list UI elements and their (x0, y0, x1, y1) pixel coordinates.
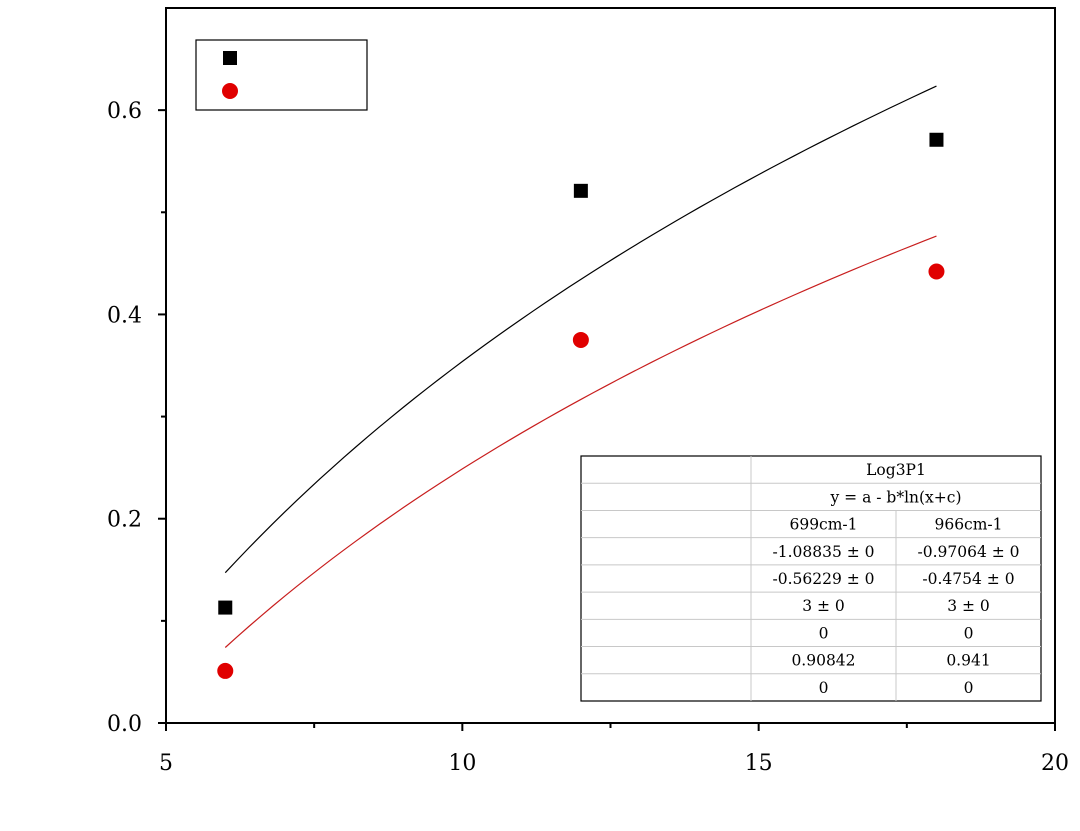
y-tick-label: 0.0 (107, 712, 142, 737)
fit-table-cell: Log3P1 (866, 461, 926, 479)
axes: 5 10 15 20 0.0 0.2 0.4 0.6 (107, 99, 1069, 776)
legend-marker-square (223, 51, 237, 65)
fit-table-cell: -1.08835 ± 0 (772, 543, 874, 561)
fit-curve-2 (224, 235, 937, 648)
fit-table-cell: -0.56229 ± 0 (772, 570, 874, 588)
fit-curves (224, 85, 937, 648)
y-tick-label: 0.4 (107, 303, 142, 328)
fit-table-cell: -0.97064 ± 0 (917, 543, 1019, 561)
series-2-point (572, 331, 589, 348)
fit-table-border (580, 455, 1042, 702)
x-tick-label: 20 (1041, 751, 1069, 776)
fit-table-cell: y = a - b*ln(x+c) (829, 488, 961, 506)
series-1-point (929, 132, 944, 147)
fit-table-cell: 699cm-1 (789, 516, 857, 534)
y-tick-label: 0.2 (107, 508, 142, 533)
series-1-point (573, 183, 588, 198)
series-2-point (928, 263, 945, 280)
fit-curve-1 (224, 85, 937, 574)
series-1-point (218, 600, 233, 615)
legend-marker-circle (222, 83, 238, 99)
x-tick-label: 5 (159, 751, 173, 776)
y-tick-label: 0.6 (107, 99, 142, 124)
legend (195, 39, 368, 111)
fit-table-cell: 0.941 (946, 652, 990, 670)
fit-results-table: Log3P1 y = a - b*ln(x+c) 699cm-1 966cm-1 -1.… (580, 455, 1042, 702)
fit-table-cell: 966cm-1 (934, 516, 1002, 534)
x-tick-label: 10 (448, 751, 476, 776)
fit-table-cell: 0 (819, 679, 829, 697)
fit-table-cell: 0 (819, 624, 829, 642)
legend-box (195, 39, 368, 111)
fit-table-cell: 3 ± 0 (802, 597, 845, 615)
fit-table-cell: 0 (964, 624, 974, 642)
fit-table-cell: 3 ± 0 (947, 597, 990, 615)
fit-table-cell: 0.90842 (791, 652, 855, 670)
x-tick-label: 15 (745, 751, 773, 776)
data-points (217, 132, 945, 679)
fit-table-cell: 0 (964, 679, 974, 697)
fit-table-cell: -0.4754 ± 0 (922, 570, 1014, 588)
series-2-point (217, 662, 234, 679)
